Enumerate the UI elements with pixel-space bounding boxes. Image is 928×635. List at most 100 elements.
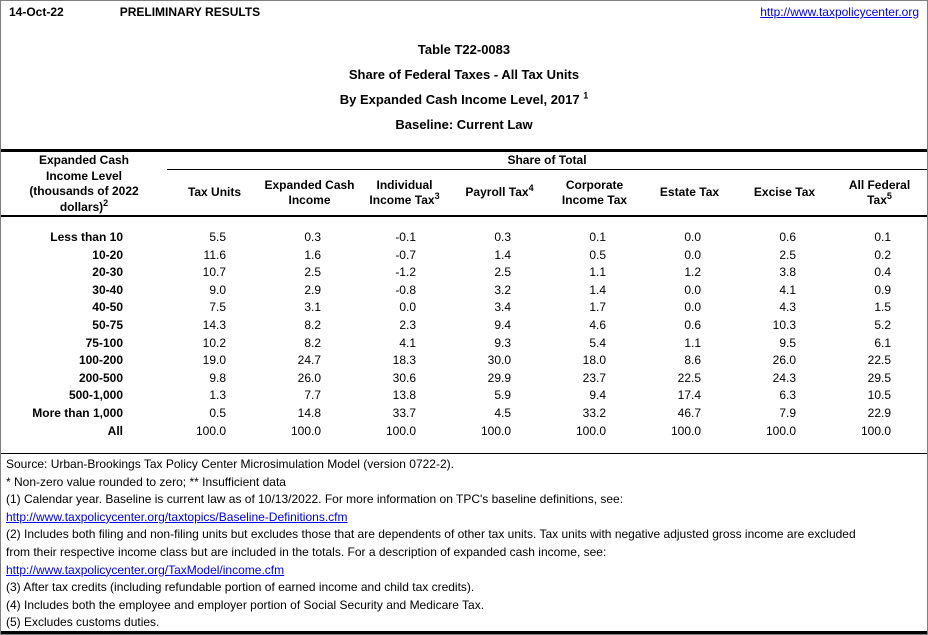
table-row-less-than-10: Less than 10 5.5 0.3 -0.1 0.3 0.1 0.0 0.6 0.1: [1, 229, 927, 247]
table-cell: 22.5: [677, 370, 701, 385]
table-cell: 0.0: [684, 230, 701, 244]
table-cell: 7.5: [209, 300, 226, 315]
table-cell: -1.2: [395, 265, 416, 280]
table-cell: 0.9: [874, 282, 891, 297]
table-cell: 0.0: [684, 300, 701, 315]
table-cell: -0.7: [395, 247, 416, 262]
table-cell: 100.0: [195, 423, 226, 438]
share-of-total-header: Share of Total: [167, 152, 927, 170]
footnote-link[interactable]: http://www.taxpolicycenter.org/taxtopics…: [6, 509, 348, 524]
table-cell: 22.9: [867, 405, 891, 420]
column-header-row: Tax Units Expanded Cash Income Individual In…: [167, 170, 927, 215]
table-cell: 3.8: [779, 265, 796, 280]
table-cell: 0.6: [684, 317, 701, 332]
table-cell: 46.7: [677, 405, 701, 420]
title-block: Table T22-0083 Share of Federal Taxes - …: [1, 23, 927, 149]
table-row-500-1-000: 500-1,000 1.3 7.7 13.8 5.9 9.4 17.4 6.3 10.5: [1, 387, 927, 405]
table-cell: 4.1: [779, 282, 796, 297]
date-label: 14-Oct-22: [9, 5, 64, 19]
table-row-75-100: 75-100 10.2 8.2 4.1 9.3 5.4 1.1 9.5 6.1: [1, 335, 927, 353]
table-cell: 24.7: [297, 353, 321, 368]
row-label: Less than 10: [50, 230, 123, 244]
table-cell: 1.1: [684, 335, 701, 350]
table-cell: -0.1: [395, 230, 416, 244]
table-cell: 5.5: [209, 230, 226, 244]
table-cell: 100.0: [290, 423, 321, 438]
baseline-label: Baseline: Current Law: [395, 117, 533, 132]
table-cell: 8.2: [304, 335, 321, 350]
table-cell: 33.2: [582, 405, 606, 420]
table-cell: 0.3: [494, 230, 511, 244]
table-row-20-30: 20-30 10.7 2.5 -1.2 2.5 1.1 1.2 3.8 0.4: [1, 264, 927, 282]
table-cell: 7.7: [304, 388, 321, 403]
table-cell: 0.0: [684, 282, 701, 297]
table-cell: 0.1: [589, 230, 606, 244]
table-cell: 100.0: [385, 423, 416, 438]
column-header-estate-tax: Estate Tax: [659, 185, 720, 200]
table-cell: 5.2: [874, 317, 891, 332]
footnote-link-line: http://www.taxpolicycenter.org/TaxModel/…: [6, 562, 921, 580]
table-cell: 4.6: [589, 317, 606, 332]
table-cell: 23.7: [582, 370, 606, 385]
row-label: 40-50: [92, 300, 123, 315]
table-cell: 1.6: [304, 247, 321, 262]
table-row-50-75: 50-75 14.3 8.2 2.3 9.4 4.6 0.6 10.3 5.2: [1, 317, 927, 335]
table-cell: -0.8: [395, 282, 416, 297]
table-cell: 7.9: [779, 405, 796, 420]
table-cell: 14.3: [202, 317, 226, 332]
table-row-100-200: 100-200 19.0 24.7 18.3 30.0 18.0 8.6 26.0 22.5: [1, 352, 927, 370]
taxpolicycenter-link[interactable]: http://www.taxpolicycenter.org: [760, 5, 919, 19]
table-cell: 26.0: [772, 353, 796, 368]
table-cell: 9.4: [494, 317, 511, 332]
row-label: 30-40: [92, 282, 123, 297]
table-cell: 13.8: [392, 388, 416, 403]
table-row-all: All 100.0 100.0 100.0 100.0 100.0 100.0 100.0 10…: [1, 423, 927, 441]
table-number: Table T22-0083: [417, 42, 511, 57]
table-cell: 9.3: [494, 335, 511, 350]
table-cell: 0.4: [874, 265, 891, 280]
table-cell: 17.4: [677, 388, 701, 403]
row-header-income-level: Expanded Cash Income Level (thousands of 2…: [29, 153, 139, 214]
table-cell: 1.7: [589, 300, 606, 315]
column-header-tax-units: Tax Units: [187, 185, 242, 200]
table-cell: 4.3: [779, 300, 796, 315]
footnote-link[interactable]: http://www.taxpolicycenter.org/TaxModel/…: [6, 562, 285, 577]
table-row-10-20: 10-20 11.6 1.6 -0.7 1.4 0.5 0.0 2.5 0.2: [1, 247, 927, 265]
footnote-line: (4) Includes both the employee and emplo…: [6, 597, 485, 612]
footnote-line: (1) Calendar year. Baseline is current l…: [6, 492, 624, 507]
row-label: 200-500: [78, 370, 123, 385]
table-cell: 29.5: [867, 370, 891, 385]
table-cell: 100.0: [670, 423, 701, 438]
footnote-line: (3) After tax credits (including refunda…: [6, 580, 475, 595]
table-cell: 6.1: [874, 335, 891, 350]
table-cell: 30.6: [392, 370, 416, 385]
row-label: 75-100: [85, 335, 123, 350]
table-cell: 2.3: [399, 317, 416, 332]
table-cell: 1.1: [589, 265, 606, 280]
table-cell: 1.2: [684, 265, 701, 280]
table-cell: 26.0: [297, 370, 321, 385]
row-label: All: [107, 423, 123, 438]
row-label: 500-1,000: [68, 388, 123, 403]
table-cell: 1.4: [589, 282, 606, 297]
table-cell: 4.1: [399, 335, 416, 350]
table-cell: 9.0: [209, 282, 226, 297]
table-cell: 100.0: [765, 423, 796, 438]
top-bar: 14-Oct-22 PRELIMINARY RESULTS http://www…: [1, 1, 927, 23]
footnote-line: Source: Urban-Brookings Tax Policy Cente…: [6, 457, 454, 471]
table-row-more-than-1-000: More than 1,000 0.5 14.8 33.7 4.5 33.2 46.7 7.9…: [1, 405, 927, 423]
table-cell: 3.1: [304, 300, 321, 315]
table-cell: 10.5: [867, 388, 891, 403]
table-cell: 6.3: [779, 388, 796, 403]
column-header-corporate-income-tax: Corporate Income Tax: [561, 178, 628, 207]
table-cell: 2.9: [304, 282, 321, 297]
table-cell: 1.4: [494, 247, 511, 262]
table-cell: 100.0: [480, 423, 511, 438]
table-cell: 22.5: [867, 353, 891, 368]
column-header-payroll-tax: Payroll Tax4: [465, 183, 534, 200]
table-row-200-500: 200-500 9.8 26.0 30.6 29.9 23.7 22.5 24.3 29.5: [1, 370, 927, 388]
column-header-expanded-cash-income: Expanded Cash Income: [264, 178, 355, 207]
table-cell: 9.8: [209, 370, 226, 385]
table-cell: 19.0: [202, 353, 226, 368]
